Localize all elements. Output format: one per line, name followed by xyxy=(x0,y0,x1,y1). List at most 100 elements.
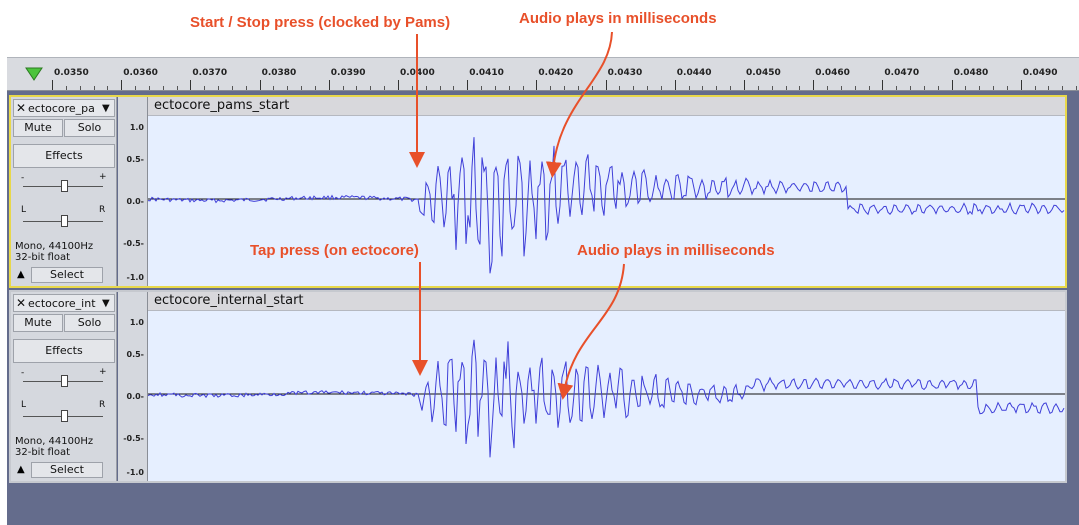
ruler-minor-tick xyxy=(411,86,413,90)
annotation-audio-top: Audio plays in milliseconds xyxy=(519,10,717,27)
track-control-panel: ✕ ectocore_pa ▼ Mute Solo Effects - + L … xyxy=(11,97,117,286)
track-pams-start[interactable]: ✕ ectocore_pa ▼ Mute Solo Effects - + L … xyxy=(9,95,1067,288)
ruler-minor-tick xyxy=(827,86,829,90)
ruler-minor-tick xyxy=(453,86,455,90)
ruler-minor-tick xyxy=(231,86,233,90)
ruler-minor-tick xyxy=(965,86,967,90)
solo-button[interactable]: Solo xyxy=(64,119,115,137)
waveform[interactable] xyxy=(148,116,1065,286)
scale-label-top: 1.0 xyxy=(129,123,144,132)
ruler-tick-label: 0.0390 xyxy=(330,68,366,78)
ruler-minor-tick xyxy=(1076,86,1078,90)
clip-title[interactable]: ectocore_internal_start xyxy=(148,292,1065,311)
ruler-tick-mark xyxy=(1020,80,1022,90)
gain-slider-thumb[interactable] xyxy=(61,375,68,387)
track-header[interactable]: ✕ ectocore_int ▼ xyxy=(13,294,115,312)
scale-label-zero: 0.0- xyxy=(126,197,145,206)
track-name-menu[interactable]: ectocore_int xyxy=(28,296,96,310)
ruler-minor-tick xyxy=(356,86,358,90)
ruler-minor-tick xyxy=(245,86,247,90)
gain-slider-thumb[interactable] xyxy=(61,180,68,192)
mute-button[interactable]: Mute xyxy=(13,119,63,137)
pan-slider-thumb[interactable] xyxy=(61,410,68,422)
ruler-tick-label: 0.0350 xyxy=(54,68,89,78)
ruler-minor-tick xyxy=(93,86,95,90)
ruler-tick-label: 0.0370 xyxy=(192,68,228,78)
dropdown-arrow-icon[interactable]: ▼ xyxy=(102,102,110,114)
ruler-minor-tick xyxy=(785,86,787,90)
dropdown-arrow-icon[interactable]: ▼ xyxy=(102,297,110,309)
ruler-minor-tick xyxy=(564,86,566,90)
scale-label-lower: -0.5- xyxy=(123,239,144,248)
waveform[interactable] xyxy=(148,311,1065,481)
timeline-ruler[interactable]: 0.0350 0.0360 0.0370 0.0380 0.0390 0.0400 0.04… xyxy=(7,57,1079,91)
ruler-tick-mark xyxy=(744,80,745,90)
collapse-arrow-icon[interactable]: ▲ xyxy=(17,464,25,475)
ruler-tick-mark xyxy=(259,80,261,90)
effects-button[interactable]: Effects xyxy=(13,144,115,168)
mute-button[interactable]: Mute xyxy=(13,314,63,332)
track-name-menu[interactable]: ectocore_pa xyxy=(28,101,95,115)
play-marker-icon[interactable] xyxy=(24,66,44,82)
pan-right-label: R xyxy=(99,205,106,215)
ruler-tick-label: 0.0430 xyxy=(607,68,643,78)
ruler-minor-tick xyxy=(65,86,67,90)
ruler-minor-tick xyxy=(771,86,773,90)
bit-depth-text: 32-bit float xyxy=(15,252,71,263)
collapse-arrow-icon[interactable]: ▲ xyxy=(17,269,25,280)
track-header[interactable]: ✕ ectocore_pa ▼ xyxy=(13,99,115,117)
ruler-minor-tick xyxy=(370,86,372,90)
ruler-tick-label: 0.0470 xyxy=(884,68,920,78)
clip-title[interactable]: ectocore_pams_start xyxy=(148,97,1065,116)
scale-label-zero: 0.0- xyxy=(126,392,145,401)
ruler-minor-tick xyxy=(162,86,164,90)
vertical-scale[interactable]: 1.0 0.5- 0.0- -0.5- -1.0 xyxy=(118,97,148,286)
ruler-tick-mark xyxy=(52,80,53,90)
scale-label-top: 1.0 xyxy=(129,318,144,327)
ruler-minor-tick xyxy=(494,86,496,90)
bit-depth-text: 32-bit float xyxy=(15,447,71,458)
track-internal-start[interactable]: ✕ ectocore_int ▼ Mute Solo Effects - + L… xyxy=(9,290,1067,483)
solo-button[interactable]: Solo xyxy=(64,314,115,332)
ruler-minor-tick xyxy=(135,86,137,90)
ruler-minor-tick xyxy=(384,86,386,90)
ruler-tick-mark xyxy=(813,80,815,90)
waveform-line xyxy=(148,137,1065,274)
ruler-tick-mark xyxy=(467,80,469,90)
ruler-minor-tick xyxy=(301,86,303,90)
ruler-ticks: 0.0350 0.0360 0.0370 0.0380 0.0390 0.0400 0.04… xyxy=(7,58,1079,90)
ruler-minor-tick xyxy=(176,86,178,90)
pan-slider-thumb[interactable] xyxy=(61,215,68,227)
ruler-tick-mark xyxy=(121,80,123,90)
select-button[interactable]: Select xyxy=(31,267,103,283)
close-icon[interactable]: ✕ xyxy=(15,296,27,310)
pan-left-label: L xyxy=(21,400,27,410)
ruler-minor-tick xyxy=(577,86,579,90)
sample-rate-text: Mono, 44100Hz xyxy=(15,436,94,447)
scale-label-upper: 0.5- xyxy=(126,350,145,359)
close-icon[interactable]: ✕ xyxy=(15,101,27,115)
ruler-tick-label: 0.0460 xyxy=(815,68,850,78)
ruler-tick-mark xyxy=(536,80,538,90)
ruler-minor-tick xyxy=(854,86,856,90)
ruler-minor-tick xyxy=(660,86,662,90)
waveform-area[interactable]: ectocore_pams_start xyxy=(148,97,1065,286)
ruler-tick-label: 0.0450 xyxy=(746,68,781,78)
ruler-minor-tick xyxy=(619,86,621,90)
track-control-panel: ✕ ectocore_int ▼ Mute Solo Effects - + L… xyxy=(11,292,117,481)
effects-button[interactable]: Effects xyxy=(13,339,115,363)
select-button[interactable]: Select xyxy=(31,462,103,478)
waveform-area[interactable]: ectocore_internal_start xyxy=(148,292,1065,481)
ruler-minor-tick xyxy=(979,86,981,90)
ruler-minor-tick xyxy=(923,86,925,90)
vertical-scale[interactable]: 1.0 0.5- 0.0- -0.5- -1.0 xyxy=(118,292,148,481)
gain-minus-label: - xyxy=(21,368,25,378)
ruler-minor-tick xyxy=(591,86,593,90)
ruler-minor-tick xyxy=(1006,86,1008,90)
ruler-minor-tick xyxy=(993,86,995,90)
scale-label-lower: -0.5- xyxy=(123,434,144,443)
ruler-minor-tick xyxy=(342,86,344,90)
ruler-tick-label: 0.0400 xyxy=(400,68,435,78)
ruler-tick-label: 0.0360 xyxy=(123,68,158,78)
ruler-minor-tick xyxy=(647,86,649,90)
